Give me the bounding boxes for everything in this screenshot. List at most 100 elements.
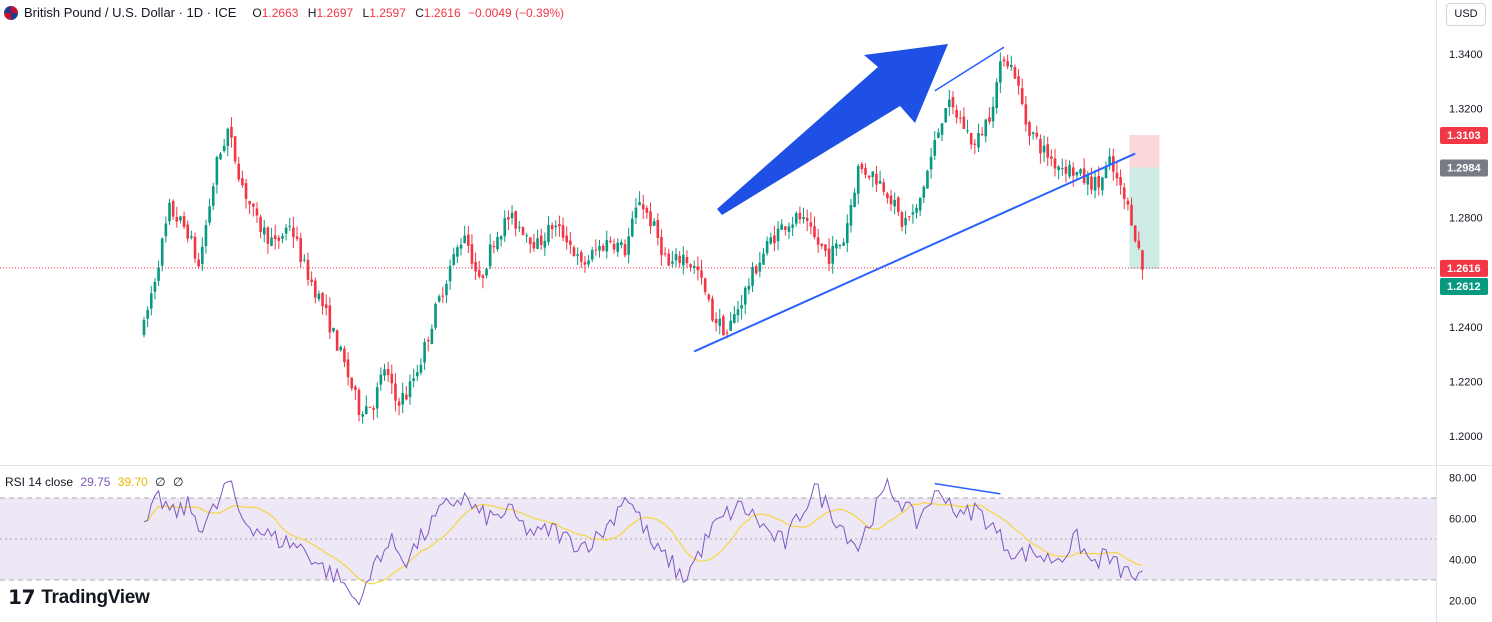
- candle-body: [1071, 167, 1075, 176]
- candle-body: [1093, 176, 1097, 191]
- candle-body: [609, 240, 612, 243]
- candle-body: [751, 267, 754, 286]
- currency-button[interactable]: USD: [1446, 3, 1486, 26]
- candle-body: [164, 223, 168, 237]
- rsi-tick-label: 40.00: [1449, 555, 1477, 567]
- candle-body: [215, 156, 219, 185]
- candle-body: [805, 217, 809, 221]
- candle-body: [875, 173, 878, 185]
- candle-body: [784, 226, 787, 230]
- candle-body: [1046, 144, 1050, 158]
- rsi-header[interactable]: RSI 14 close 29.75 39.70 ∅ ∅: [5, 475, 183, 489]
- candle-body: [1133, 225, 1137, 241]
- candle-body: [1130, 204, 1133, 226]
- rsi-label[interactable]: RSI 14 close: [5, 475, 74, 489]
- candle-body: [383, 369, 386, 376]
- candle-body: [244, 183, 248, 199]
- candle-body: [907, 216, 911, 218]
- candle-body: [1042, 145, 1046, 153]
- candle-body: [313, 280, 317, 298]
- price-tick-label: 1.2400: [1449, 322, 1483, 334]
- candle-body: [988, 117, 991, 122]
- candle-body: [711, 298, 714, 321]
- candle-body: [463, 235, 466, 244]
- candle-body: [860, 163, 864, 169]
- price-badge-label: 1.2984: [1447, 163, 1482, 175]
- symbol-title[interactable]: British Pound / U.S. Dollar · 1D · ICE: [24, 5, 237, 20]
- candle-body: [1053, 158, 1057, 169]
- candle-body: [853, 192, 856, 207]
- candle-body: [1017, 76, 1020, 86]
- candle-body: [1064, 166, 1068, 174]
- candle-body: [558, 223, 561, 227]
- candle-body: [1060, 168, 1064, 170]
- candle-body: [259, 216, 262, 233]
- candle-body: [569, 240, 572, 245]
- candle-body: [725, 332, 729, 334]
- candle-body: [641, 204, 645, 210]
- candle-body: [412, 378, 415, 382]
- high-label: H: [307, 5, 317, 20]
- candle-body: [157, 267, 160, 281]
- symbol-flag-icon: [4, 5, 18, 20]
- candle-body: [401, 392, 405, 405]
- candle-body: [160, 238, 164, 266]
- candle-body: [248, 200, 251, 205]
- candle-body: [660, 236, 663, 256]
- candle-body: [241, 178, 244, 186]
- candle-body: [386, 368, 390, 376]
- candle-body: [700, 270, 703, 278]
- candle-body: [335, 330, 339, 351]
- candle-body: [430, 328, 434, 345]
- candle-body: [605, 240, 609, 252]
- candle-body: [1122, 187, 1126, 199]
- candle-body: [528, 237, 532, 245]
- candle-body: [423, 342, 426, 363]
- candle-body: [576, 254, 579, 256]
- candle-body: [729, 320, 732, 331]
- candle-body: [394, 383, 397, 401]
- candle-body: [583, 261, 587, 265]
- candle-body: [926, 170, 929, 189]
- candle-body: [652, 221, 656, 226]
- candle-body: [459, 244, 463, 249]
- candle-body: [798, 212, 802, 220]
- candle-body: [1035, 132, 1039, 137]
- close-label: C: [415, 5, 424, 20]
- candle-body: [317, 293, 321, 300]
- candle-body: [940, 123, 944, 135]
- candle-body: [397, 401, 401, 406]
- candle-body: [146, 309, 149, 319]
- symbol-header[interactable]: British Pound / U.S. Dollar · 1D · ICE O…: [4, 5, 564, 20]
- candle-body: [186, 224, 190, 239]
- candle-body: [722, 316, 725, 336]
- candle-body: [915, 207, 918, 213]
- candle-body: [1039, 138, 1042, 154]
- candle-body: [561, 225, 565, 238]
- candle-body: [441, 295, 445, 297]
- candle-body: [620, 242, 623, 245]
- candle-body: [354, 386, 357, 391]
- candle-body: [958, 117, 962, 119]
- price-tick-label: 1.2800: [1449, 213, 1483, 225]
- candle-body: [295, 236, 299, 239]
- price-tick-label: 1.2200: [1449, 376, 1483, 388]
- candle-body: [1006, 61, 1009, 67]
- tradingview-logo[interactable]: 𝟭𝟳 TradingView: [8, 585, 150, 610]
- candle-body: [977, 133, 980, 148]
- candle-body: [364, 406, 368, 414]
- candle-body: [488, 244, 492, 267]
- candle-body: [820, 243, 824, 246]
- candle-body: [878, 180, 882, 184]
- tradingview-logo-icon: 𝟭𝟳: [8, 587, 36, 609]
- candle-body: [252, 203, 255, 207]
- candle-body: [835, 243, 838, 249]
- candle-body: [518, 227, 521, 229]
- candle-body: [361, 414, 364, 417]
- candle-body: [273, 235, 277, 240]
- candle-body: [448, 266, 452, 282]
- candle-body: [991, 106, 995, 122]
- candle-body: [623, 244, 627, 256]
- rsi-extra-2: ∅: [172, 475, 184, 489]
